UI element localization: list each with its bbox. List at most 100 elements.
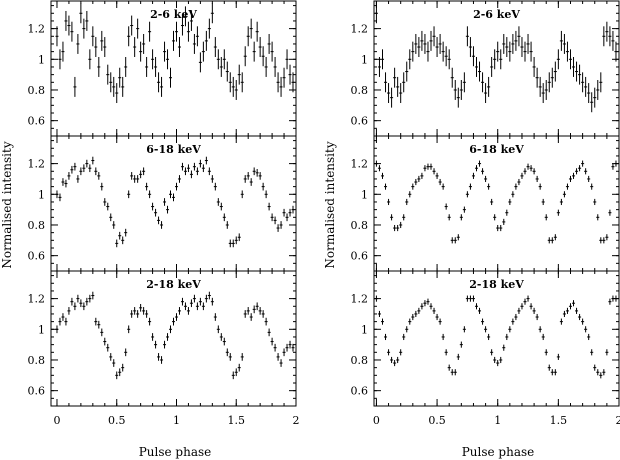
left-panel-2-data-point xyxy=(154,208,158,217)
left-panel-3-data-point xyxy=(177,307,181,315)
right-panel-1-data-point xyxy=(565,41,569,62)
left-panel-3-data-point xyxy=(192,294,196,303)
right-panel-1-data-point xyxy=(402,72,406,93)
right-panel-3-data-point xyxy=(529,303,533,310)
right-panel-2-data-point xyxy=(605,234,609,241)
right-panel-1-data-point xyxy=(444,46,448,67)
right-panel-2-data-point xyxy=(444,203,448,210)
right-panel-1-ytick-label: 1 xyxy=(361,53,368,66)
right-panel-3-data-point xyxy=(441,333,445,341)
left-panel-1-data-point xyxy=(91,26,95,47)
left-xtick-label: 1.5 xyxy=(227,414,245,427)
left-panel-3-data-point xyxy=(118,368,122,377)
left-panel-3-data-point xyxy=(76,294,80,303)
right-panel-3-data-point xyxy=(508,326,512,333)
left-panel-1-data-point xyxy=(121,76,125,97)
right-panel-2-data-point xyxy=(538,183,542,190)
left-panel-1-data-point xyxy=(103,37,107,57)
left-panel-2-data-point xyxy=(225,221,229,229)
right-panel-2-data-point xyxy=(393,224,397,232)
right-panel-3-data-point xyxy=(556,353,560,360)
left-panel-1-data-point xyxy=(124,56,128,77)
right-panel-1-ytick-label: 1.2 xyxy=(351,23,369,36)
right-panel-1-data-point xyxy=(408,49,412,70)
left-panel-1-data-point xyxy=(273,56,277,77)
left-panel-3-data-point xyxy=(136,310,140,318)
left-panel-1-data-point xyxy=(264,56,268,77)
left-panel-2-data-point xyxy=(124,228,128,237)
right-panel-3-data-point xyxy=(393,359,397,367)
right-panel-2-data-point xyxy=(575,168,579,175)
right-panel-1-data-point xyxy=(478,61,482,82)
left-panel-1-data-point xyxy=(192,33,196,54)
right-panel-2-data-point xyxy=(553,234,557,241)
right-panel-3-data-point xyxy=(575,307,579,314)
left-panel-2-data-point xyxy=(109,213,113,222)
left-panel-1-data-point xyxy=(249,18,253,39)
left-panel-2-data-point xyxy=(267,202,271,211)
right-panel-3-data-point xyxy=(456,353,460,360)
right-panel-3-data-point xyxy=(411,313,415,321)
left-panel-2-data-point xyxy=(121,236,125,245)
right-panel-3-data-point xyxy=(402,333,406,341)
right-panel-1-data-point xyxy=(487,76,491,97)
left-panel-1-data-point xyxy=(276,72,280,93)
right-panel-3-data-point xyxy=(584,326,588,333)
right-panel-3-data-point xyxy=(572,300,576,307)
left-panel-3-data-point xyxy=(255,302,259,311)
right-panel-1-data-point xyxy=(484,83,488,104)
left-panel-2-ytick-label: 1 xyxy=(38,188,45,201)
right-panel-1-data-point xyxy=(468,37,472,57)
right-panel-2-data-point xyxy=(435,172,439,179)
right-panel-2-data-point xyxy=(374,160,378,167)
left-panel-3-data-point xyxy=(279,359,283,367)
left-panel-3-data-point xyxy=(169,325,173,334)
right-panel-3-data-point xyxy=(493,356,497,364)
left-panel-3-data-point xyxy=(100,328,104,337)
left-panel-3-data-point xyxy=(88,294,92,303)
right-panel-3-data-point xyxy=(374,295,378,302)
right-panel-3-data-point xyxy=(459,341,463,348)
left-panel-2-data-point xyxy=(258,172,262,180)
right-panel-2-data-point xyxy=(478,160,482,167)
left-panel-1-data-point xyxy=(240,72,244,93)
right-panel-2-data-point xyxy=(550,237,554,244)
left-panel-3-data-point xyxy=(133,307,137,315)
right-panel-2-data-point xyxy=(584,168,588,175)
left-panel-1-data-point xyxy=(55,26,59,47)
right-panel-2-data-point xyxy=(602,237,606,244)
right-panel-2-data-point xyxy=(474,165,479,172)
right-panel-3-data-point xyxy=(396,356,400,364)
left-panel-1-data-point xyxy=(100,30,104,51)
left-panel-2-data-point xyxy=(94,167,98,176)
left-panel-1-data-point xyxy=(216,49,220,70)
left-panel-3-data-point xyxy=(186,307,190,315)
left-panel-1-data-point xyxy=(258,37,262,57)
right-panel-3-data-point xyxy=(478,307,482,314)
left-panel-1-data-point xyxy=(61,41,65,62)
left-panel-1-data-point xyxy=(70,21,74,42)
right-panel-3-data-point xyxy=(611,295,615,302)
left-panel-1-data-point xyxy=(183,6,187,27)
left-panel-1-data-point xyxy=(231,76,235,97)
left-panel-3-data-point xyxy=(103,337,107,346)
left-panel-2-data-point xyxy=(249,178,253,186)
right-panel-1-data-point xyxy=(474,56,479,77)
left-panel-2-data-point xyxy=(82,164,86,173)
left-panel-1-data-point xyxy=(136,18,140,39)
right-panel-1-data-point xyxy=(414,33,418,54)
right-panel-3-data-point xyxy=(535,313,539,321)
right-panel-1-data-point xyxy=(614,41,618,62)
left-panel-2-data-point xyxy=(79,167,83,176)
left-panel-1-data-point xyxy=(64,10,68,31)
left-panel-2-data-point xyxy=(195,167,199,176)
left-panel-2-data-point xyxy=(118,231,122,240)
left-panel-2-data-point xyxy=(163,198,167,206)
right-panel-3-data-point xyxy=(587,333,591,341)
right-panel-1-data-point xyxy=(393,67,397,88)
right-panel-2-data-point xyxy=(408,191,412,198)
left-panel-2-data-point xyxy=(148,190,152,199)
left-panel-1-data-point xyxy=(82,18,86,39)
right-panel-1: 0.6 0.8 1 1.2 2-6 keV xyxy=(351,0,620,137)
